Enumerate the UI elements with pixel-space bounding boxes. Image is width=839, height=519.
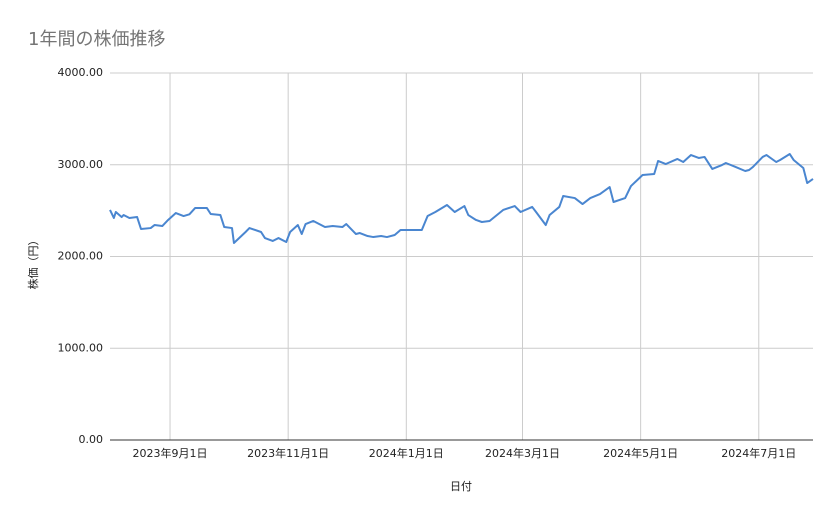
y-tick-label: 3000.00 xyxy=(58,158,104,171)
x-tick-label: 2024年1月1日 xyxy=(369,446,444,460)
x-tick-label: 2023年11月1日 xyxy=(247,446,329,460)
y-tick-label: 4000.00 xyxy=(58,66,104,79)
y-tick-label: 1000.00 xyxy=(58,341,104,354)
x-tick-label: 2023年9月1日 xyxy=(133,446,208,460)
x-tick-label: 2024年3月1日 xyxy=(485,446,560,460)
y-tick-label: 0.00 xyxy=(79,433,104,446)
y-tick-label: 2000.00 xyxy=(58,250,104,263)
price-line xyxy=(109,153,814,245)
x-tick-label: 2024年7月1日 xyxy=(721,446,796,460)
chart-title: 1年間の株価推移 xyxy=(28,29,165,50)
y-axis-label: 株価（円） xyxy=(26,235,40,290)
x-tick-label: 2024年5月1日 xyxy=(603,446,678,460)
x-axis-label: 日付 xyxy=(450,480,472,493)
